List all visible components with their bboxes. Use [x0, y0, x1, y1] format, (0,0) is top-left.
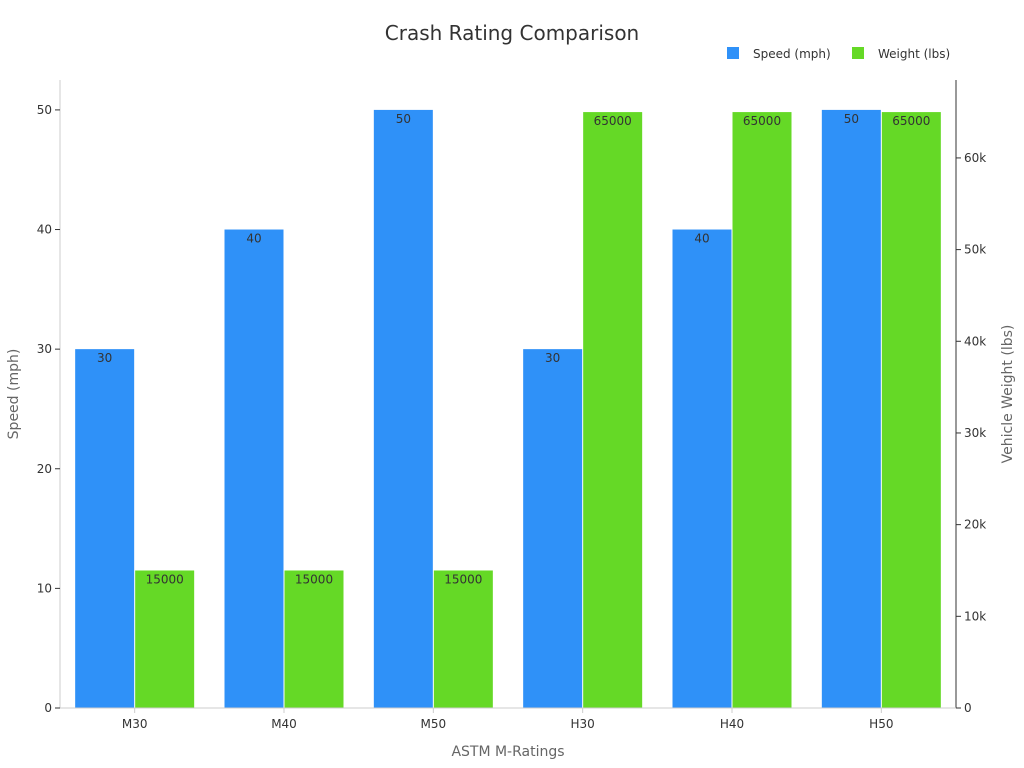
right-axis-title: Vehicle Weight (lbs) — [1000, 325, 1016, 464]
y-tick-label: 30 — [37, 342, 52, 356]
y-tick-label: 0 — [44, 701, 52, 715]
right-axis-ticks: 0 10k 20k 30k 40k 50k 60k — [956, 151, 986, 715]
y-tick-label: 40 — [37, 223, 52, 237]
x-tick-label: H50 — [869, 717, 893, 731]
left-axis-title: Speed (mph) — [6, 349, 22, 440]
data-label: 65000 — [594, 114, 632, 128]
bar-speed-mph-m40 — [224, 229, 284, 708]
data-label: 40 — [246, 232, 261, 246]
y2-tick-label: 10k — [964, 609, 986, 623]
legend-swatch — [852, 47, 864, 59]
y2-tick-label: 40k — [964, 334, 986, 348]
legend-label: Speed (mph) — [753, 47, 831, 61]
data-label: 15000 — [295, 572, 333, 586]
data-label: 30 — [97, 351, 112, 365]
x-tick-label: M30 — [122, 717, 148, 731]
x-tick-label: H40 — [720, 717, 744, 731]
y2-tick-label: 0 — [964, 701, 972, 715]
data-labels: 30 15000 40 15000 50 15000 30 65000 40 65000 50 650… — [97, 112, 930, 587]
y2-tick-label: 50k — [964, 243, 986, 257]
axes — [59, 80, 957, 709]
y-tick-label: 10 — [37, 581, 52, 595]
bar-speed-mph-m30 — [75, 349, 135, 708]
bar-weight-lbs-m40 — [284, 570, 344, 708]
chart-title: Crash Rating Comparison — [385, 21, 639, 45]
x-tick-label: H30 — [571, 717, 595, 731]
legend-swatch — [727, 47, 739, 59]
legend: Speed (mph) Weight (lbs) — [727, 47, 950, 61]
x-tick-label: M40 — [271, 717, 297, 731]
bar-weight-lbs-h40 — [732, 112, 792, 709]
bar-weight-lbs-h30 — [583, 112, 643, 709]
y2-tick-label: 20k — [964, 518, 986, 532]
data-label: 15000 — [444, 572, 482, 586]
data-label: 15000 — [146, 572, 184, 586]
bar-speed-mph-h50 — [821, 109, 881, 708]
bar-speed-mph-h30 — [523, 349, 583, 708]
data-label: 30 — [545, 351, 560, 365]
legend-label: Weight (lbs) — [878, 47, 950, 61]
y2-tick-label: 60k — [964, 151, 986, 165]
bar-weight-lbs-m30 — [135, 570, 195, 708]
x-tick-label: M50 — [421, 717, 447, 731]
bar-weight-lbs-h50 — [881, 112, 941, 709]
data-label: 65000 — [892, 114, 930, 128]
data-label: 40 — [694, 232, 709, 246]
bar-weight-lbs-m50 — [433, 570, 493, 708]
y2-tick-label: 30k — [964, 426, 986, 440]
x-axis-title: ASTM M-Ratings — [451, 744, 564, 760]
bars — [75, 109, 941, 709]
data-label: 65000 — [743, 114, 781, 128]
x-axis-ticks: M30 M40 M50 H30 H40 H50 — [122, 708, 893, 731]
bar-speed-mph-m50 — [373, 109, 433, 708]
y-tick-label: 50 — [37, 103, 52, 117]
data-label: 50 — [396, 112, 411, 126]
data-label: 50 — [844, 112, 859, 126]
y-tick-label: 20 — [37, 462, 52, 476]
bar-speed-mph-h40 — [672, 229, 732, 708]
left-axis-ticks: 0 10 20 30 40 50 — [37, 103, 60, 715]
